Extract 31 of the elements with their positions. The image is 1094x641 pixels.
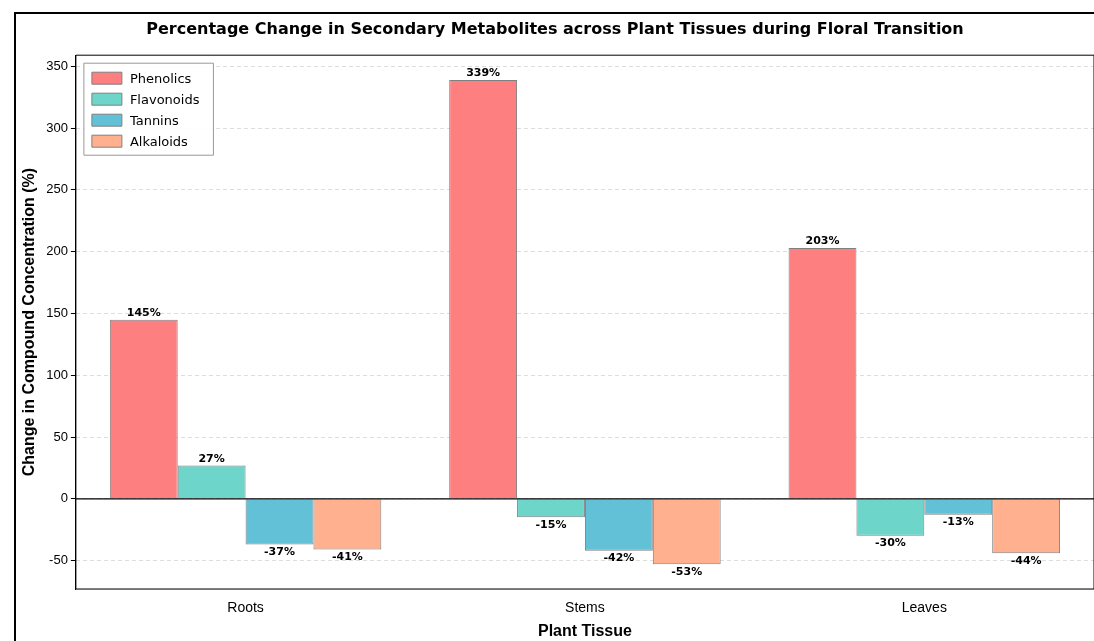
data-label: -15% (535, 517, 567, 531)
data-label: -13% (942, 515, 974, 529)
data-label: 203% (805, 234, 840, 248)
data-label: 145% (126, 305, 161, 319)
legend-label: Alkaloids (129, 133, 189, 149)
x-tick-label: Roots (227, 599, 264, 616)
legend-label: Tannins (128, 112, 179, 128)
data-label: -37% (264, 544, 295, 558)
legend-label: Flavonoids (129, 91, 200, 107)
chart-title: Percentage Change in Secondary Metabolites across Plant Tissues during Floral Transition (146, 18, 964, 38)
x-tick-label: Stems (565, 599, 605, 616)
data-label: -53% (671, 564, 703, 578)
data-label: 339% (466, 66, 501, 80)
y-tick-label: 0 (60, 490, 68, 506)
data-label: -41% (331, 549, 363, 563)
y-tick-label: 100 (46, 366, 68, 382)
data-label: -44% (1010, 553, 1042, 567)
data-label: -30% (874, 536, 906, 550)
y-tick-label: -50 (49, 552, 68, 568)
y-tick-label: 50 (53, 428, 68, 444)
x-tick-label: Leaves (901, 599, 947, 616)
y-tick-label: 150 (46, 305, 68, 321)
data-label: -42% (603, 551, 635, 565)
y-tick-label: 250 (46, 181, 68, 197)
y-tick-label: 300 (46, 119, 68, 135)
y-tick-label: 200 (46, 243, 68, 259)
y-tick-label: 350 (46, 57, 68, 73)
y-axis-title: Change in Compound Concentration (%) (20, 167, 38, 477)
x-axis-title: Plant Tissue (537, 621, 633, 639)
data-label: 27% (198, 451, 225, 465)
legend-label: Phenolics (129, 70, 192, 86)
